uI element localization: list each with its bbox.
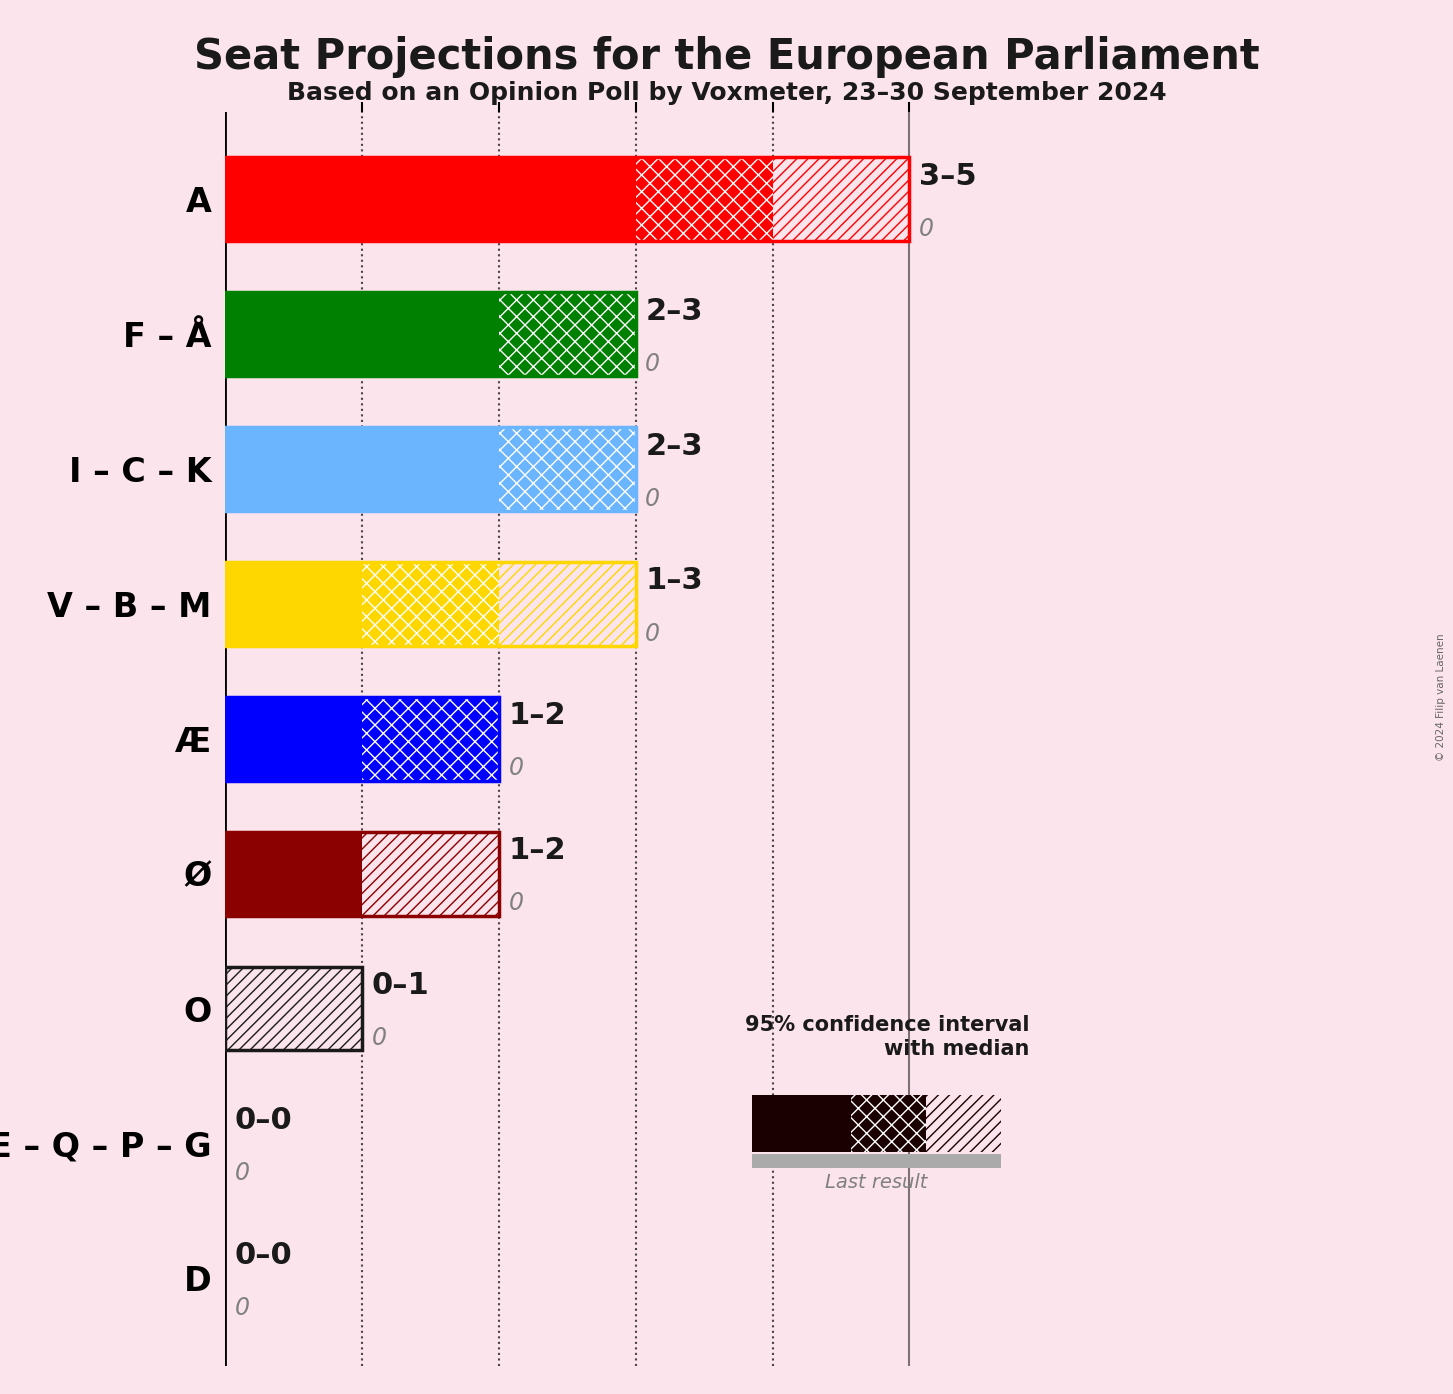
Bar (225, 697, 498, 781)
Bar (635, 158, 773, 241)
Text: 0: 0 (509, 891, 523, 916)
Bar (225, 158, 635, 241)
Bar (225, 697, 362, 781)
Text: 0: 0 (645, 622, 660, 645)
Text: 0: 0 (235, 1296, 250, 1320)
Bar (753, 1154, 1001, 1168)
Text: 0–0: 0–0 (235, 1241, 292, 1270)
Bar (850, 1094, 926, 1151)
Bar (498, 427, 635, 510)
Bar (362, 697, 498, 781)
Text: 2–3: 2–3 (645, 297, 703, 326)
Bar (225, 967, 362, 1051)
Bar (225, 427, 498, 510)
Bar (225, 158, 910, 241)
Text: 3–5: 3–5 (918, 162, 976, 191)
Bar (225, 562, 362, 645)
Bar (362, 562, 498, 645)
Bar (225, 562, 635, 645)
Text: © 2024 Filip van Laenen: © 2024 Filip van Laenen (1436, 633, 1446, 761)
Text: 1–2: 1–2 (509, 836, 567, 866)
Text: 0–0: 0–0 (235, 1105, 292, 1135)
Text: 0: 0 (645, 351, 660, 376)
Bar (225, 832, 362, 916)
Text: 0: 0 (372, 1026, 386, 1050)
Text: 0: 0 (235, 1161, 250, 1185)
Text: 1–2: 1–2 (509, 701, 567, 730)
Bar (225, 967, 362, 1051)
Text: 1–3: 1–3 (645, 566, 703, 595)
Bar (773, 158, 910, 241)
Text: Last result: Last result (825, 1174, 927, 1192)
Bar (225, 293, 635, 376)
Bar (225, 293, 498, 376)
Bar (498, 562, 635, 645)
Text: 0: 0 (509, 757, 523, 781)
Text: 0: 0 (918, 217, 934, 241)
Bar (362, 832, 498, 916)
Bar (753, 1094, 850, 1151)
Text: 95% confidence interval
with median: 95% confidence interval with median (745, 1015, 1030, 1058)
Text: Based on an Opinion Poll by Voxmeter, 23–30 September 2024: Based on an Opinion Poll by Voxmeter, 23… (286, 81, 1167, 105)
Text: 2–3: 2–3 (645, 432, 703, 460)
Bar (225, 832, 498, 916)
Text: 0–1: 0–1 (372, 972, 430, 999)
Bar (225, 427, 635, 510)
Text: Seat Projections for the European Parliament: Seat Projections for the European Parlia… (193, 36, 1260, 78)
Text: 0: 0 (645, 487, 660, 510)
Bar (498, 293, 635, 376)
Bar (926, 1094, 1001, 1151)
